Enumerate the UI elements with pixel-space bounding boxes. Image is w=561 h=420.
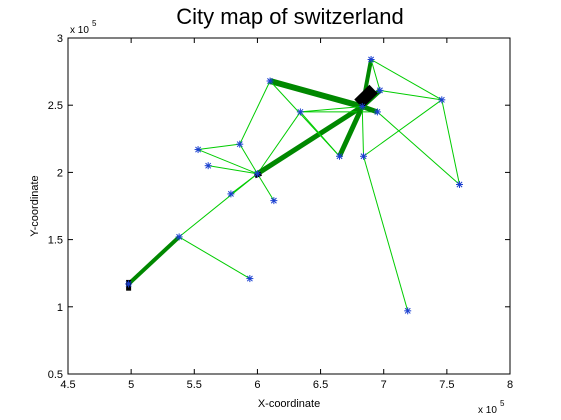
nodes xyxy=(125,56,463,315)
graph-edge xyxy=(197,149,258,175)
city-node xyxy=(253,170,261,178)
city-node-stroke xyxy=(404,307,411,314)
city-node xyxy=(360,152,368,160)
y-tick-label: 3 xyxy=(57,33,63,45)
x-tick-label: 6 xyxy=(254,379,260,391)
y-tick-label: 1 xyxy=(57,302,63,314)
city-node xyxy=(236,140,244,148)
city-node xyxy=(373,108,381,116)
y-ticks: 0.5 1 1.5 2 2.5 3 xyxy=(48,33,510,381)
y-multiplier-exponent: 5 xyxy=(92,19,97,28)
graph-edge xyxy=(257,111,301,175)
x-tick-label: 8 xyxy=(507,379,513,391)
graph-edge xyxy=(363,156,409,311)
city-node xyxy=(404,307,412,315)
graph-edge xyxy=(370,59,443,101)
city-node xyxy=(336,152,344,160)
city-node-stroke xyxy=(368,56,375,63)
city-node-stroke xyxy=(456,181,463,188)
city-node-stroke xyxy=(254,170,261,177)
city-node-stroke xyxy=(336,153,343,160)
plot-area xyxy=(67,37,511,375)
y-multiplier-label: x 10 xyxy=(70,25,89,36)
city-node xyxy=(367,56,375,64)
city-node xyxy=(266,77,274,85)
graph-edge xyxy=(441,99,460,185)
city-node xyxy=(194,146,202,154)
city-node xyxy=(376,86,384,94)
x-tick-label: 5.5 xyxy=(187,379,202,391)
city-node-stroke xyxy=(227,190,234,197)
graph-edge xyxy=(379,89,442,101)
graph-edge xyxy=(257,173,275,201)
city-node-stroke xyxy=(246,275,253,282)
city-node xyxy=(125,280,133,288)
graph-edge xyxy=(361,106,365,157)
city-node-stroke xyxy=(297,108,304,115)
graph-edge xyxy=(377,111,460,185)
x-axis-label: X-coordinate xyxy=(258,398,320,410)
city-node-stroke xyxy=(360,153,367,160)
x-multiplier-label: x 10 xyxy=(478,405,497,416)
edges xyxy=(126,59,460,311)
graph-edge xyxy=(178,236,251,280)
city-node-stroke xyxy=(267,78,274,84)
x-multiplier-exponent: 5 xyxy=(500,399,505,408)
city-node-stroke xyxy=(374,108,381,115)
city-node-stroke xyxy=(176,233,183,240)
graph-edge-heavy xyxy=(354,84,378,109)
city-node-stroke xyxy=(236,141,243,148)
graph-edge-thick xyxy=(127,235,181,286)
graph-edge-thick xyxy=(337,105,365,158)
city-node xyxy=(296,108,304,116)
x-tick-label: 7.5 xyxy=(439,379,454,391)
y-tick-label: 0.5 xyxy=(48,369,63,381)
graph-edge xyxy=(239,80,271,145)
y-axis-multiplier: x 10 5 xyxy=(70,19,97,36)
graph-edge xyxy=(363,99,443,157)
graph-edge xyxy=(300,106,363,113)
x-axis-multiplier: x 10 5 xyxy=(478,399,505,416)
city-node xyxy=(227,190,235,198)
city-node-stroke xyxy=(125,280,132,287)
chart-title: City map of switzerland xyxy=(176,4,403,29)
graph-edge xyxy=(198,143,240,151)
graph-edge xyxy=(239,143,258,175)
city-node xyxy=(175,233,183,241)
city-node-stroke xyxy=(376,87,383,94)
city-node-stroke xyxy=(195,146,202,153)
x-tick-label: 5 xyxy=(128,379,134,391)
x-tick-label: 6.5 xyxy=(313,379,328,391)
graph-edge xyxy=(230,173,258,195)
city-node-stroke xyxy=(438,96,445,103)
x-ticks: 4.5 5 5.5 6 6.5 7 7.5 8 xyxy=(60,38,513,391)
city-node xyxy=(246,275,254,283)
graph-edge-thick xyxy=(269,78,364,110)
city-node-stroke xyxy=(359,103,366,110)
city-node xyxy=(358,103,366,111)
city-node xyxy=(204,162,212,170)
graph-edge xyxy=(370,59,381,91)
y-tick-label: 2.5 xyxy=(48,100,63,112)
city-node xyxy=(270,197,278,205)
graph-edge xyxy=(208,165,258,175)
y-axis-label: Y-coordinate xyxy=(29,175,41,236)
graph-edge xyxy=(299,111,340,157)
city-node xyxy=(455,180,463,188)
city-node-stroke xyxy=(270,197,277,204)
city-node xyxy=(438,96,446,104)
axes: 4.5 5 5.5 6 6.5 7 7.5 8 0.5 1 1.5 2 2.5 3 xyxy=(48,33,513,391)
x-tick-label: 7 xyxy=(381,379,387,391)
graph-edge-thick xyxy=(256,104,364,176)
y-tick-label: 2 xyxy=(57,167,63,179)
city-node-stroke xyxy=(205,162,212,169)
y-tick-label: 1.5 xyxy=(48,235,63,247)
x-tick-label: 4.5 xyxy=(60,379,75,391)
